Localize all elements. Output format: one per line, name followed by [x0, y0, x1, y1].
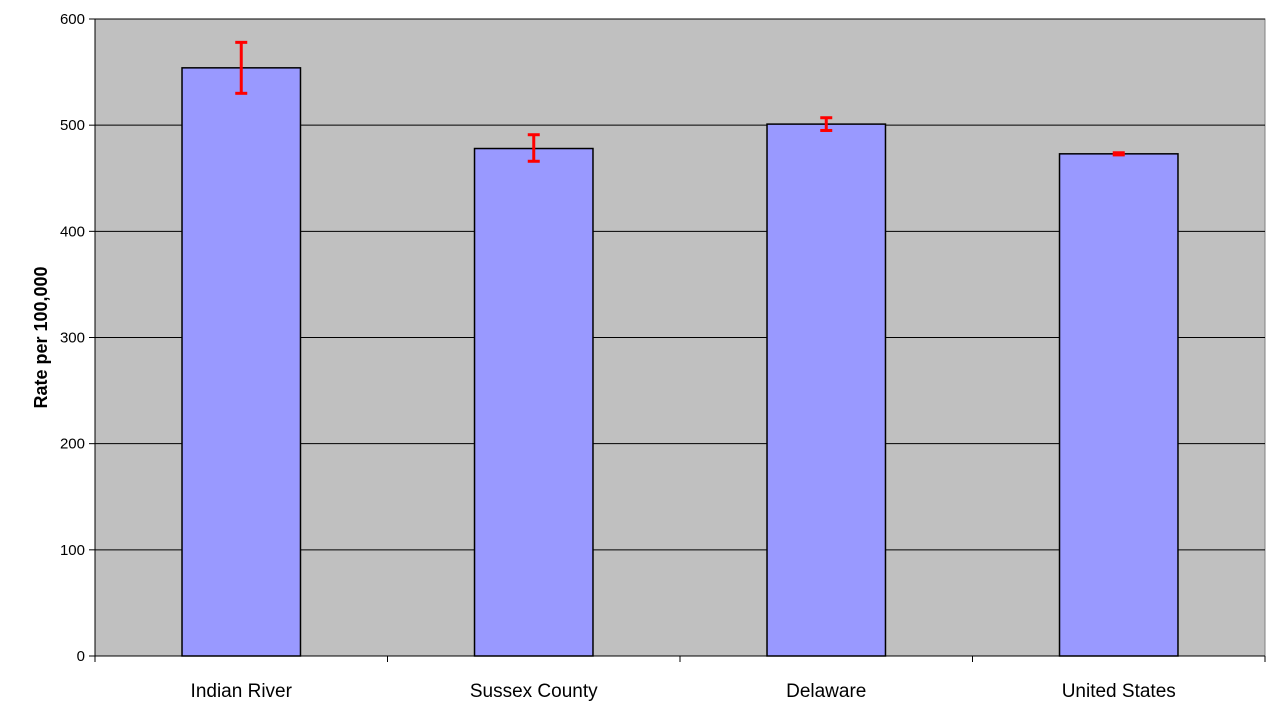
y-tick-label: 400 — [60, 223, 85, 240]
y-tick-label: 100 — [60, 542, 85, 559]
axes — [89, 18, 1266, 662]
error-bars — [235, 40, 1125, 163]
x-tick-label: United States — [1062, 681, 1176, 701]
x-tick-label: Indian River — [191, 681, 293, 701]
bar-delaware — [766, 123, 887, 657]
y-tick-label: 300 — [60, 330, 85, 347]
x-tick-label: Delaware — [786, 681, 866, 701]
y-axis-title: Rate per 100,000 — [31, 266, 51, 408]
bar-indian-river — [181, 67, 302, 657]
y-tick-label: 0 — [77, 648, 85, 665]
y-tick-label: 200 — [60, 436, 85, 453]
bar-sussex-county — [473, 147, 594, 657]
y-tick-label: 500 — [60, 117, 85, 134]
bar-united-states — [1058, 153, 1179, 657]
y-tick-labels: 0 100 200 300 400 500 600 — [60, 11, 85, 665]
y-tick-label: 600 — [60, 11, 85, 28]
x-tick-labels: Indian River Sussex County Delaware United … — [191, 681, 1176, 701]
x-tick-label: Sussex County — [470, 681, 598, 701]
